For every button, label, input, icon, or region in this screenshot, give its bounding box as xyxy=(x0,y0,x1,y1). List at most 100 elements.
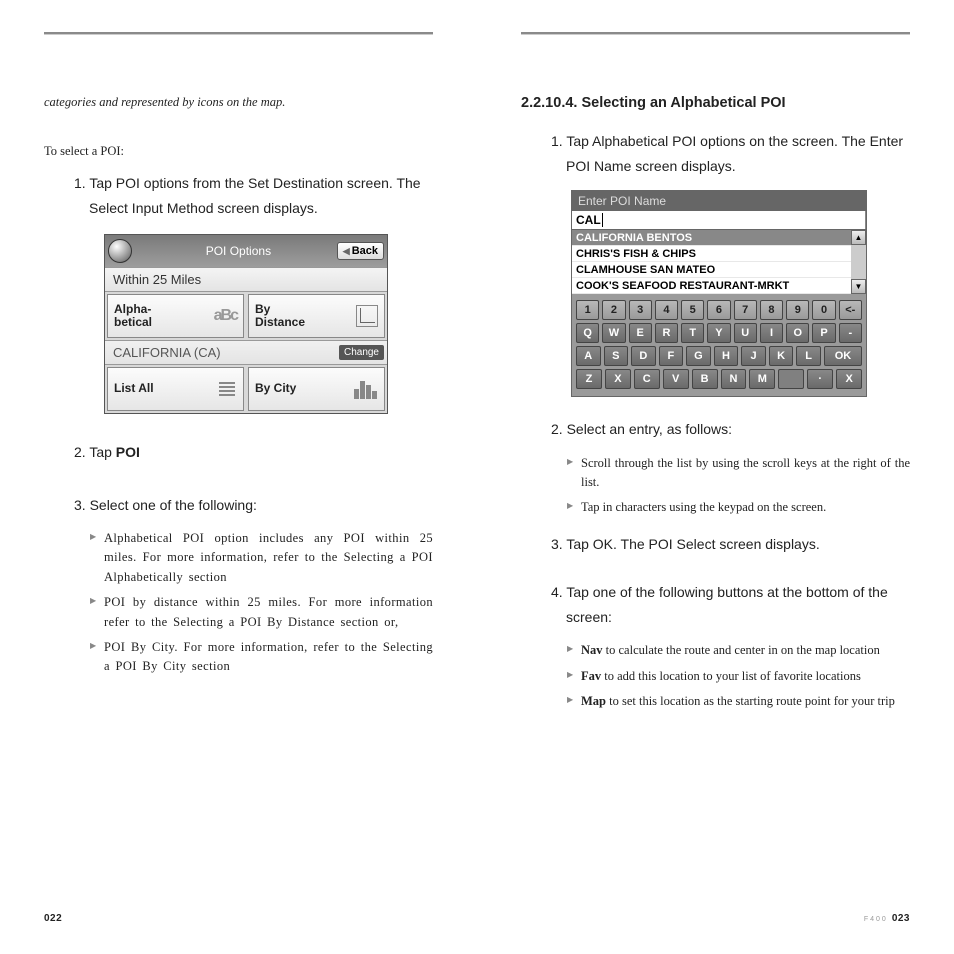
page-num-right: 023 xyxy=(892,913,910,924)
by-distance-button[interactable]: ByDistance xyxy=(248,294,385,338)
onscreen-keyboard: 1234567890<-QWERTYUIOP-ASDFGHJKLOKZXCVBN… xyxy=(572,294,866,396)
poi-options-screenshot: POI Options Back Within 25 Miles Alpha-b… xyxy=(104,234,388,414)
key-6[interactable]: 6 xyxy=(707,300,730,320)
key-blank xyxy=(778,369,804,389)
bullet-item: POI by distance within 25 miles. For mor… xyxy=(90,593,433,632)
left-step-3: 3. Select one of the following: xyxy=(74,493,433,518)
key-a[interactable]: A xyxy=(576,346,601,366)
key-h[interactable]: H xyxy=(714,346,739,366)
poi-list-item[interactable]: COOK'S SEAFOOD RESTAURANT-MRKT xyxy=(572,278,866,294)
key-e[interactable]: E xyxy=(629,323,652,343)
key-0[interactable]: 0 xyxy=(812,300,835,320)
key-2[interactable]: 2 xyxy=(602,300,625,320)
poi-result-list: CALIFORNIA BENTOSCHRIS'S FISH & CHIPSCLA… xyxy=(572,230,866,294)
alphabetical-button[interactable]: Alpha-betical aBc xyxy=(107,294,244,338)
scrollbar[interactable]: ▲ ▼ xyxy=(851,230,866,294)
left-bullets: Alphabetical POI option includes any POI… xyxy=(90,529,433,677)
key-r[interactable]: R xyxy=(655,323,678,343)
key-p[interactable]: P xyxy=(812,323,835,343)
globe-icon xyxy=(108,239,132,263)
change-button[interactable]: Change xyxy=(339,345,384,360)
state-label: CALIFORNIA (CA) xyxy=(113,345,221,360)
key-d[interactable]: D xyxy=(631,346,656,366)
state-row: CALIFORNIA (CA) Change xyxy=(105,340,387,364)
enter-poi-screenshot: Enter POI Name CAL CALIFORNIA BENTOSCHRI… xyxy=(571,190,867,397)
left-step-1: 1. Tap POI options from the Set Destinat… xyxy=(74,171,433,220)
right-bullets-4: Nav to calculate the route and center in… xyxy=(567,641,910,711)
right-step-3: 3. Tap OK. The POI Select screen display… xyxy=(551,532,910,557)
bullet-item: Scroll through the list by using the scr… xyxy=(567,454,910,493)
key-x[interactable]: X xyxy=(836,369,862,389)
page-number-right: F400 023 xyxy=(864,913,910,924)
key-5[interactable]: 5 xyxy=(681,300,704,320)
scroll-up-icon[interactable]: ▲ xyxy=(851,230,866,245)
page-number-left: 022 xyxy=(44,913,62,924)
bullet-item: Map to set this location as the starting… xyxy=(567,692,910,711)
key-o[interactable]: O xyxy=(786,323,809,343)
left-page: categories and represented by icons on t… xyxy=(0,0,477,954)
right-step-2: 2. Select an entry, as follows: xyxy=(551,417,910,442)
model-label: F400 xyxy=(864,916,888,923)
within-label: Within 25 Miles xyxy=(105,267,387,291)
distance-icon xyxy=(356,305,378,327)
poi-list-item[interactable]: CHRIS'S FISH & CHIPS xyxy=(572,246,866,262)
key-f[interactable]: F xyxy=(659,346,684,366)
key-n[interactable]: N xyxy=(721,369,747,389)
left-step-2: 2. Tap POI xyxy=(74,440,433,465)
key-1[interactable]: 1 xyxy=(576,300,599,320)
section-heading: 2.2.10.4. Selecting an Alphabetical POI xyxy=(521,95,910,111)
key-8[interactable]: 8 xyxy=(760,300,783,320)
poi-list-item[interactable]: CLAMHOUSE SAN MATEO xyxy=(572,262,866,278)
key-m[interactable]: M xyxy=(749,369,775,389)
key-w[interactable]: W xyxy=(602,323,625,343)
rule-top xyxy=(44,32,433,35)
key-z[interactable]: Z xyxy=(576,369,602,389)
abc-icon: aBc xyxy=(214,307,237,325)
key-9[interactable]: 9 xyxy=(786,300,809,320)
key-b[interactable]: B xyxy=(692,369,718,389)
key-k[interactable]: K xyxy=(769,346,794,366)
poi-input-value: CAL xyxy=(576,213,601,227)
key-<-[interactable]: <- xyxy=(839,300,862,320)
back-button[interactable]: Back xyxy=(337,242,384,260)
key-q[interactable]: Q xyxy=(576,323,599,343)
city-icon xyxy=(354,379,378,399)
intro-text: categories and represented by icons on t… xyxy=(44,95,433,110)
key-v[interactable]: V xyxy=(663,369,689,389)
bullet-item: Nav to calculate the route and center in… xyxy=(567,641,910,660)
key-·[interactable]: · xyxy=(807,369,833,389)
key-i[interactable]: I xyxy=(760,323,783,343)
poi-list-item[interactable]: CALIFORNIA BENTOS xyxy=(572,230,866,246)
key--[interactable]: - xyxy=(839,323,862,343)
key-y[interactable]: Y xyxy=(707,323,730,343)
key-c[interactable]: C xyxy=(634,369,660,389)
key-7[interactable]: 7 xyxy=(734,300,757,320)
key-ok[interactable]: OK xyxy=(824,346,862,366)
key-l[interactable]: L xyxy=(796,346,821,366)
right-page: 2.2.10.4. Selecting an Alphabetical POI … xyxy=(477,0,954,954)
list-icon xyxy=(217,379,237,399)
bullet-item: Fav to add this location to your list of… xyxy=(567,667,910,686)
rule-top-right xyxy=(521,32,910,35)
key-4[interactable]: 4 xyxy=(655,300,678,320)
scroll-down-icon[interactable]: ▼ xyxy=(851,279,866,294)
key-3[interactable]: 3 xyxy=(629,300,652,320)
dev1-header: POI Options Back xyxy=(105,235,387,267)
dev2-title: Enter POI Name xyxy=(572,191,866,211)
key-t[interactable]: T xyxy=(681,323,704,343)
key-u[interactable]: U xyxy=(734,323,757,343)
bullet-item: Alphabetical POI option includes any POI… xyxy=(90,529,433,587)
key-j[interactable]: J xyxy=(741,346,766,366)
key-s[interactable]: S xyxy=(604,346,629,366)
list-all-button[interactable]: List All xyxy=(107,367,244,411)
right-step-1: 1. Tap Alphabetical POI options on the s… xyxy=(551,129,910,178)
right-step-4: 4. Tap one of the following buttons at t… xyxy=(551,580,910,629)
poi-input[interactable]: CAL xyxy=(572,211,866,230)
by-city-button[interactable]: By City xyxy=(248,367,385,411)
bullet-item: POI By City. For more information, refer… xyxy=(90,638,433,677)
back-label: Back xyxy=(352,245,378,257)
bullet-item: Tap in characters using the keypad on th… xyxy=(567,498,910,517)
lead-text: To select a POI: xyxy=(44,144,433,159)
key-g[interactable]: G xyxy=(686,346,711,366)
key-x[interactable]: X xyxy=(605,369,631,389)
